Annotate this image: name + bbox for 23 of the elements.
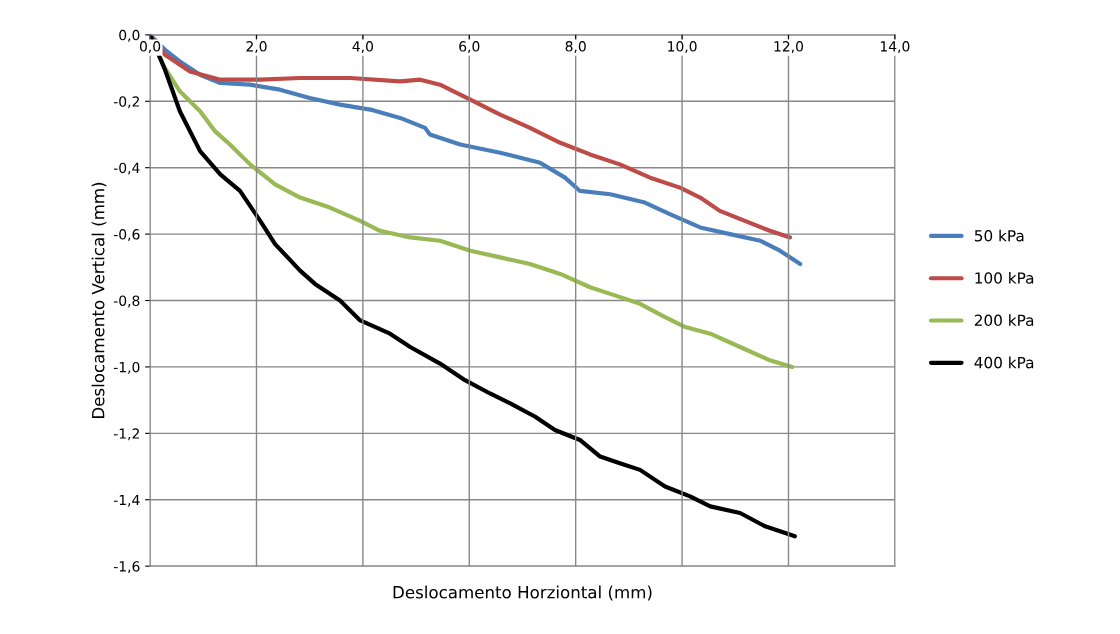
x-tick-label: 12,0 [774,41,804,54]
x-tick-label: 4,0 [352,41,373,54]
y-tick-label: 0,0 [119,29,140,42]
x-axis-title: Deslocamento Horziontal (mm) [393,585,652,601]
x-tick-label: 2,0 [246,41,267,54]
y-tick-label: -1,2 [113,428,139,441]
x-tick-label: 6,0 [459,41,480,54]
legend-label: 100 kPa [975,271,1034,284]
legend-label: 200 kPa [974,314,1034,327]
legend-label: 400 kPa [974,356,1034,369]
y-tick-label: -0,4 [113,162,140,175]
y-tick-label: -0,6 [113,229,140,241]
y-tick-label: -1,4 [113,494,140,507]
y-tick-label: -1,0 [113,361,140,374]
y-tick-label: -1,6 [113,561,140,574]
x-tick-label: 10,0 [668,41,697,54]
x-tick-label: 0,0 [139,41,161,54]
x-tick-label: 8,0 [565,41,586,54]
x-tick-label: 14,0 [880,41,910,54]
y-tick-label: -0,2 [113,96,139,109]
y-axis-title: Deslocamento Vertical (mm) [91,182,107,418]
y-tick-label: -0,8 [113,295,140,308]
legend-label: 50 kPa [974,229,1024,242]
